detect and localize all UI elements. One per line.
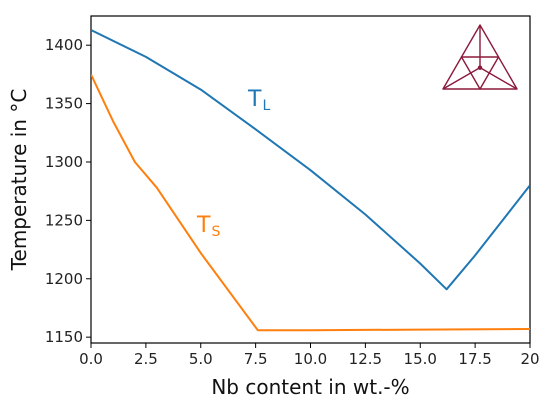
y-tick-label: 1250 xyxy=(45,211,83,229)
y-tick-label: 1300 xyxy=(45,153,83,171)
x-tick-label: 2.5 xyxy=(134,350,158,368)
logo-spoke xyxy=(479,67,518,90)
series-line-l xyxy=(91,29,530,291)
x-tick-label: 7.5 xyxy=(244,350,268,368)
series-labels: TL TS xyxy=(196,87,270,240)
y-tick-label: 1150 xyxy=(45,328,83,346)
y-axis-title: Temperature in °C xyxy=(7,89,31,272)
logo-center-dot xyxy=(477,65,483,70)
x-tick-label: 15.0 xyxy=(404,350,437,368)
x-axis-title: Nb content in wt.-% xyxy=(211,375,409,399)
axes: 0.0 2.5 5.0 7.5 10.0 12.5 15.0 17.5 20 1150 1200 12… xyxy=(45,15,540,368)
series-layer xyxy=(91,29,530,332)
x-tick-label: 12.5 xyxy=(349,350,382,368)
logo-spoke xyxy=(442,67,481,90)
y-tick-label: 1350 xyxy=(45,95,83,113)
triangle-logo-icon xyxy=(442,24,518,90)
y-tick-label: 1400 xyxy=(45,36,83,54)
x-tick-label: 17.5 xyxy=(458,350,491,368)
x-tick-label: 10.0 xyxy=(294,350,327,368)
series-label-l: TL xyxy=(247,87,270,114)
series-line-s xyxy=(91,73,530,332)
series-label-s: TS xyxy=(196,213,220,240)
x-tick-label: 5.0 xyxy=(189,350,213,368)
plot-frame xyxy=(90,15,531,344)
x-tick-label: 20 xyxy=(520,350,539,368)
x-tick-label: 0.0 xyxy=(79,350,103,368)
y-tick-label: 1200 xyxy=(45,270,83,288)
